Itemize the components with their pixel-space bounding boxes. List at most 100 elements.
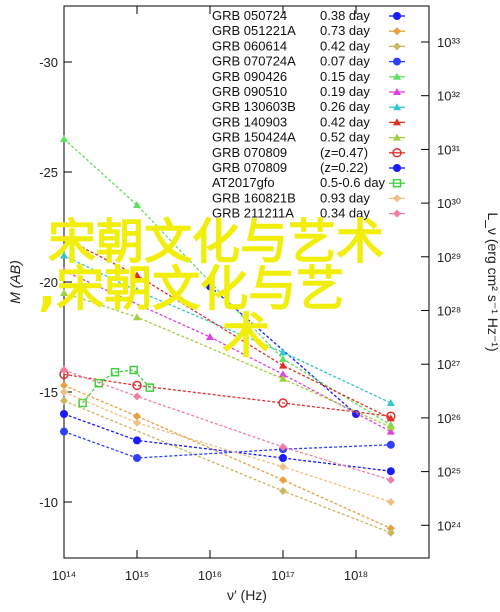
- data-point: [279, 348, 287, 356]
- legend-item: GRB 060614 0.42 day: [212, 38, 405, 53]
- legend-item: GRB 070809 (z=0.22): [212, 160, 405, 175]
- data-point: [279, 443, 287, 451]
- legend-value: 0.34 day: [320, 206, 370, 221]
- data-point: [393, 133, 401, 141]
- y-tick-label: -10: [39, 495, 58, 510]
- data-point: [386, 528, 395, 537]
- legend-value: 0.07 day: [320, 54, 370, 69]
- data-point: [110, 367, 120, 377]
- legend-label: GRB 051221A: [212, 23, 296, 38]
- y2-tick-label: 10²⁷: [437, 357, 461, 372]
- data-point: [279, 454, 287, 462]
- data-point: [60, 251, 68, 259]
- data-point: [386, 423, 395, 431]
- data-point: [393, 72, 401, 80]
- data-point: [386, 476, 395, 484]
- legend-label: GRB 050724: [212, 8, 287, 23]
- data-point: [386, 440, 395, 449]
- series-10: [60, 410, 395, 476]
- series-13: [60, 366, 395, 484]
- legend-label: GRB 211211A: [212, 206, 294, 221]
- data-point: [392, 178, 402, 188]
- data-point: [60, 396, 68, 405]
- legend-value: (z=0.22): [320, 160, 368, 175]
- series-1: [60, 381, 395, 533]
- legend-value: 0.15 day: [320, 69, 370, 84]
- series-5: [60, 267, 395, 435]
- data-point: [60, 410, 68, 418]
- legend-label: GRB 160821B: [212, 190, 296, 205]
- data-point: [279, 355, 287, 362]
- data-point: [133, 286, 141, 294]
- data-point: [60, 366, 68, 374]
- data-point: [393, 194, 401, 203]
- data-point: [60, 289, 68, 296]
- series-line: [63, 237, 392, 419]
- ticks: 10¹⁴ 10¹⁵ 10¹⁶ 10¹⁷ 10¹⁸ -30 -25 -20 -15 -10 10³³ 1…: [39, 6, 461, 583]
- legend-item: AT2017gfo 0.5-0.6 day: [212, 175, 405, 190]
- data-point: [393, 118, 401, 126]
- legend-item: GRB 051221A 0.73 day: [212, 23, 405, 38]
- legend-label: GRB 060614: [212, 38, 287, 53]
- legend-value: 0.73 day: [320, 23, 370, 38]
- legend-item: GRB 130603B 0.26 day: [212, 99, 405, 114]
- x-tick-label: 10¹⁵: [125, 568, 149, 583]
- data-point: [60, 388, 68, 396]
- data-point: [393, 209, 401, 218]
- data-point: [279, 370, 287, 378]
- legend-item: GRB 211211A 0.34 day: [212, 206, 405, 221]
- series-line: [82, 369, 151, 404]
- legend-value: 0.42 day: [320, 114, 370, 129]
- data-point: [386, 498, 395, 506]
- series-line: [63, 400, 392, 534]
- watermark-line-2: ,宋朝文化与艺: [38, 261, 344, 317]
- data-point: [393, 103, 401, 111]
- data-point: [279, 374, 287, 382]
- series-line: [63, 391, 392, 503]
- data-point: [132, 380, 142, 391]
- x-tick-label: 10¹⁸: [344, 568, 368, 583]
- legend-value: 0.42 day: [320, 38, 370, 53]
- legend-item: GRB 090510 0.19 day: [212, 84, 405, 99]
- y2-tick-label: 10²⁹: [437, 250, 461, 265]
- x-tick-label: 10¹⁷: [271, 568, 295, 583]
- y-tick-label: -15: [39, 385, 58, 400]
- data-point: [133, 418, 141, 427]
- data-point: [392, 148, 402, 158]
- legend-item: GRB 140903 0.42 day: [212, 114, 405, 129]
- data-point: [60, 427, 68, 436]
- legend-item: GRB 070724A 0.07 day: [212, 54, 405, 69]
- data-point: [393, 88, 401, 95]
- series-line: [63, 255, 392, 404]
- y2-tick-label: 10³⁰: [437, 196, 461, 211]
- series-12: [60, 388, 395, 506]
- y-axis-title: M (AB): [7, 260, 23, 304]
- y2-tick-label: 10²⁸: [437, 304, 461, 319]
- data-point: [393, 164, 401, 172]
- data-point: [386, 524, 395, 533]
- data-point: [279, 476, 287, 484]
- data-point: [60, 234, 68, 241]
- data-point: [129, 365, 138, 375]
- y-tick-label: -30: [39, 55, 58, 70]
- series-layer: [59, 135, 396, 537]
- legend-label: GRB 150424A: [212, 130, 296, 145]
- data-point: [393, 42, 401, 51]
- legend-label: GRB 070809: [212, 145, 287, 160]
- legend-item: GRB 050724 0.38 day: [212, 8, 405, 23]
- series-line: [63, 384, 392, 529]
- series-6: [60, 251, 395, 406]
- legend-label: GRB 070809: [212, 160, 287, 175]
- y2-tick-label: 10³²: [437, 89, 461, 104]
- series-2: [60, 396, 395, 537]
- y-tick-label: -25: [39, 165, 58, 180]
- series-3: [60, 427, 395, 462]
- x-axis-title: ν′ (Hz): [227, 587, 267, 603]
- y2-tick-label: 10²⁴: [437, 518, 461, 533]
- legend-item: GRB 150424A 0.52 day: [212, 130, 405, 145]
- y-tick-label: -20: [39, 275, 58, 290]
- data-point: [386, 411, 396, 421]
- data-point: [386, 427, 395, 435]
